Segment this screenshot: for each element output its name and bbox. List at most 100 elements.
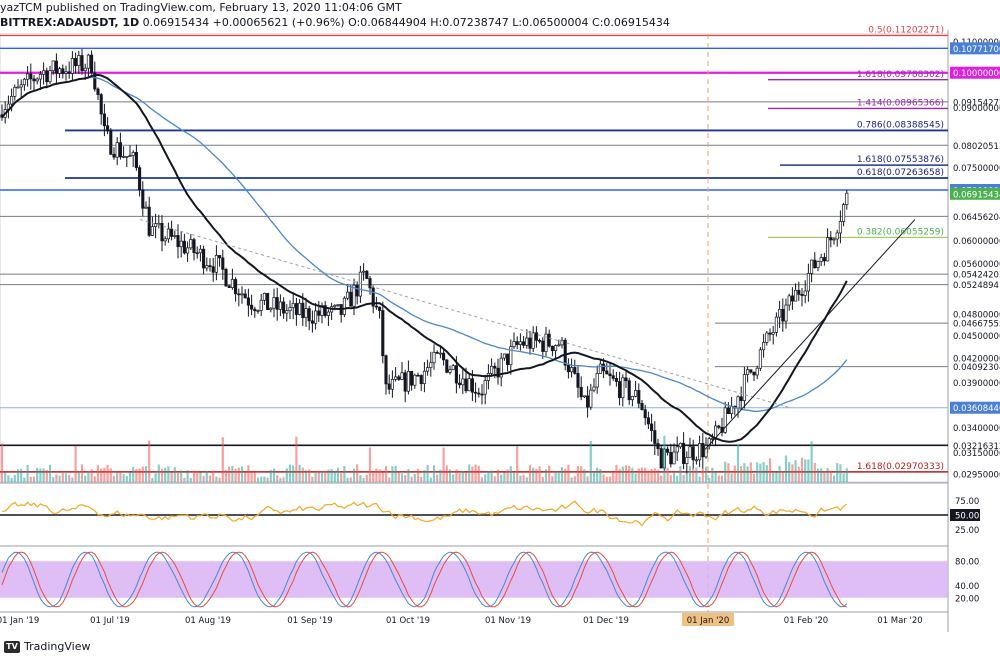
candle-body [221,257,225,270]
volume-bar [132,466,135,482]
price-axis-label: 0.08020513 [953,142,1000,152]
volume-bar [458,473,461,482]
candle-body [438,352,442,355]
brand-name: TradingView [24,640,91,653]
volume-bar [468,464,471,482]
high-label: H: [430,16,443,29]
candle-body [637,390,641,404]
volume-bar [80,464,84,482]
time-axis-label: 01 Mar '20 [877,616,922,626]
candle-body [378,306,382,311]
volume-bar [87,470,90,482]
stoch-axis-label: 40.00 [955,582,979,592]
volume-bar [628,466,631,482]
candle-body [189,239,193,249]
volume-bar [509,466,512,482]
candle-body [16,86,20,89]
candle-body [794,289,798,302]
volume-bar [426,465,429,482]
volume-bar [727,463,730,482]
price-badge [950,401,1000,414]
volume-bar [663,435,666,482]
fib-label: 1.618(0.02970333) [857,462,944,472]
fib-label: 0.786(0.08388545) [857,120,944,130]
ohlc-line: BITTREX:ADAUSDT, 1D 0.06915434 +0.000656… [0,16,670,29]
volume-bar [221,437,224,482]
close-value: 0.06915434 [603,16,670,29]
volume-bar [432,465,436,482]
volume-bar [698,476,701,482]
candle-body [310,320,314,324]
volume-bar [215,476,218,482]
volume-bar [512,473,516,482]
volume-bar [42,468,45,482]
volume-bar [77,470,80,482]
candle-body [390,379,394,390]
candle-body [717,425,721,428]
volume-bar [676,476,679,482]
candle-body [461,378,465,386]
candle-body [106,125,110,132]
candle-body [842,204,846,222]
rsi-line [1,500,848,527]
candle-body [358,271,362,297]
ma-100-line [1,73,848,443]
candle-body [458,382,462,386]
volume-bar [480,477,484,482]
price-axis-label: 0.03150000 [953,449,1000,459]
symbol-label[interactable]: BITTREX:ADAUSDT, 1D [0,16,140,29]
volume-bar [644,467,647,482]
candle-body [589,389,593,408]
stoch-axis-label: 20.00 [955,594,979,604]
candle-body [128,155,132,158]
volume-bar [23,477,26,482]
candle-body [538,340,542,342]
volume-bar [106,464,109,482]
volume-bar [772,472,775,482]
volume-bar [685,472,688,482]
price-change: +0.00065621 (+0.96%) [212,16,345,29]
candle-body [333,305,337,308]
trendline-dashed [139,218,791,409]
volume-bar [592,471,596,482]
candle-body [544,333,548,352]
candle-body [768,332,772,335]
price-badge [950,187,1000,200]
candle-body [771,331,775,335]
volume-bar [596,467,599,482]
candle-body [294,303,298,315]
candle-body [752,371,756,376]
volume-bar [560,467,564,482]
volume-bar [180,470,183,482]
volume-bar [26,464,29,482]
price-axis-label: 0.05600000 [953,260,1000,270]
stoch-k-line [1,551,848,608]
volume-bar [29,476,32,482]
volume-bar [682,474,685,482]
volume-bar [701,468,704,482]
time-axis-label: 01 Aug '19 [185,616,231,626]
volume-bar [304,470,308,482]
candle-body [688,446,692,458]
candle-body [790,295,794,302]
volume-bar [64,473,68,482]
candle-body [61,68,65,74]
candle-body [432,351,436,364]
volume-bar [823,471,826,482]
tradingview-logo[interactable]: TV TradingView [4,640,90,653]
candle-body [118,142,122,158]
volume-bar [487,470,490,482]
candle-body [154,223,158,227]
volume-bar [605,476,608,482]
volume-bar [404,475,407,482]
volume-bar [791,464,794,482]
candle-body [166,228,170,240]
candle-body [515,341,519,345]
candle-body [490,365,494,374]
candle-body [819,257,823,262]
volume-bar [807,459,810,482]
volume-bar [439,469,442,482]
volume-bar [224,470,228,482]
volume-bar [260,476,263,482]
